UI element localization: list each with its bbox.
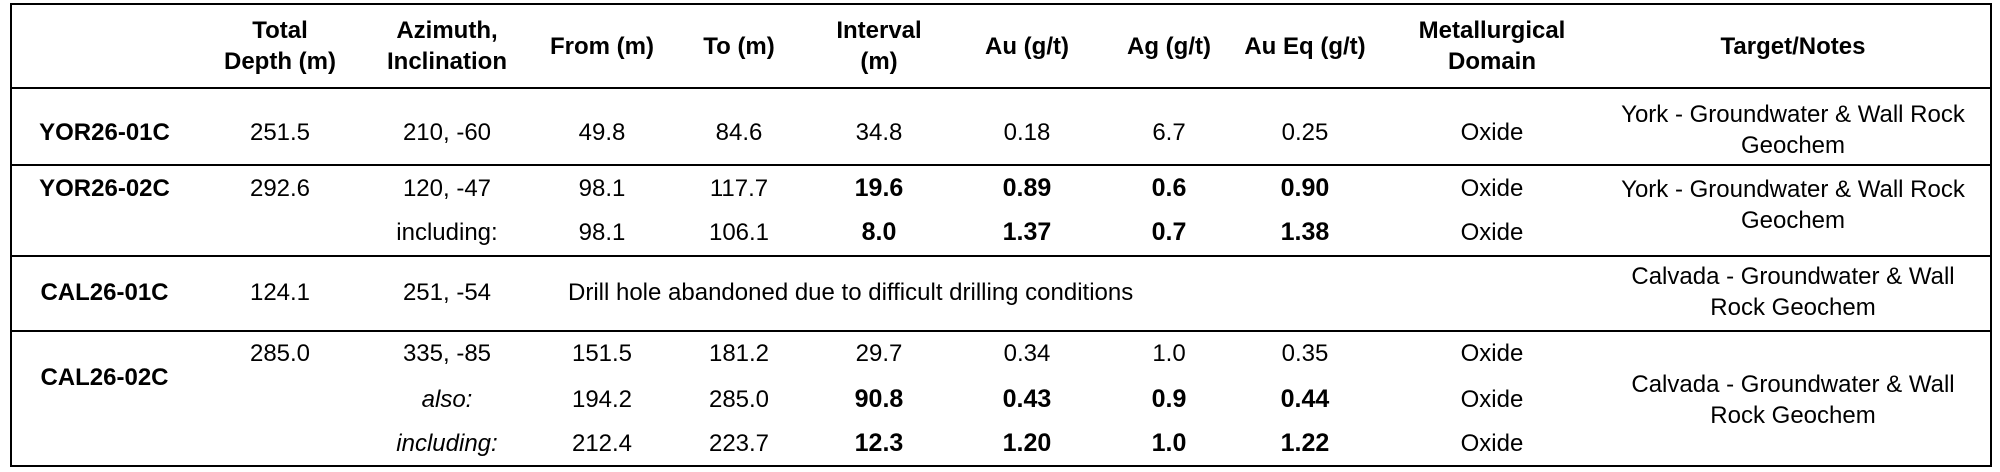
to-m: 285.0 — [708, 386, 770, 413]
au-gt: 0.89 — [1002, 174, 1052, 202]
azimuth-inclination: 120, -47 — [402, 175, 492, 202]
interval-label: including: — [396, 430, 498, 457]
to-m: 223.7 — [708, 430, 770, 457]
to-m: 117.7 — [709, 175, 769, 202]
header-domain: Metallurgical Domain — [1397, 15, 1587, 77]
au-gt: 1.37 — [1002, 218, 1052, 246]
divider — [12, 330, 1990, 332]
header-to: To (m) — [703, 33, 775, 60]
total-depth: 285.0 — [249, 340, 311, 367]
target-notes: York - Groundwater & Wall Rock Geochem — [1608, 174, 1978, 236]
interval-label: including: — [396, 219, 498, 246]
header-domain-line1: Metallurgical — [1418, 17, 1566, 44]
au-gt: 0.43 — [1002, 385, 1052, 413]
header-ag: Ag (g/t) — [1127, 33, 1211, 60]
ag-gt: 1.0 — [1151, 429, 1187, 457]
azimuth-inclination: 251, -54 — [402, 279, 492, 306]
ag-gt: 0.7 — [1151, 218, 1187, 246]
interval-m: 34.8 — [855, 119, 903, 146]
metallurgical-domain: Oxide — [1460, 219, 1524, 246]
hole-id: YOR26-01C — [39, 119, 170, 146]
interval-m: 19.6 — [854, 174, 904, 202]
interval-m: 8.0 — [861, 218, 897, 246]
metallurgical-domain: Oxide — [1460, 340, 1524, 367]
notes-line2: Geochem — [1740, 132, 1846, 159]
header-interval-line2: (m) — [860, 48, 898, 75]
drill-results-table: Total Depth (m) Azimuth, Inclination Fro… — [10, 3, 1992, 467]
header-au: Au (g/t) — [985, 33, 1069, 60]
header-total-depth-line2: Depth (m) — [224, 48, 336, 75]
hole-id: CAL26-01C — [40, 279, 169, 306]
hole-id: CAL26-02C — [40, 364, 169, 391]
total-depth: 124.1 — [249, 279, 311, 306]
notes-line1: Calvada - Groundwater & Wall — [1631, 263, 1955, 290]
notes-line2: Rock Geochem — [1710, 294, 1876, 321]
interval-m: 29.7 — [855, 340, 903, 367]
from-m: 212.4 — [571, 430, 633, 457]
ag-gt: 6.7 — [1152, 119, 1186, 146]
header-domain-line2: Domain — [1447, 48, 1536, 75]
interval-m: 12.3 — [854, 429, 904, 457]
aueq-gt: 0.90 — [1280, 174, 1330, 202]
metallurgical-domain: Oxide — [1460, 386, 1524, 413]
header-from: From (m) — [550, 33, 654, 60]
total-depth: 292.6 — [249, 175, 311, 202]
metallurgical-domain: Oxide — [1460, 430, 1524, 457]
header-azimuth: Azimuth, Inclination — [367, 15, 527, 77]
notes-line1: Calvada - Groundwater & Wall — [1631, 371, 1955, 398]
notes-line2: Geochem — [1740, 207, 1846, 234]
aueq-gt: 1.38 — [1280, 218, 1330, 246]
hole-id: YOR26-02C — [39, 175, 170, 202]
interval-label: also: — [421, 386, 473, 413]
header-aueq: Au Eq (g/t) — [1244, 33, 1366, 60]
target-notes: Calvada - Groundwater & Wall Rock Geoche… — [1608, 261, 1978, 323]
total-depth: 251.5 — [249, 119, 311, 146]
azimuth-inclination: 335, -85 — [402, 340, 492, 367]
divider — [12, 87, 1990, 89]
metallurgical-domain: Oxide — [1460, 175, 1524, 202]
to-m: 106.1 — [708, 219, 770, 246]
au-gt: 1.20 — [1002, 429, 1052, 457]
header-azimuth-line1: Azimuth, — [396, 17, 498, 44]
ag-gt: 1.0 — [1152, 340, 1186, 367]
ag-gt: 0.9 — [1151, 385, 1187, 413]
to-m: 84.6 — [715, 119, 763, 146]
header-total-depth: Total Depth (m) — [210, 15, 350, 77]
from-m: 49.8 — [578, 119, 626, 146]
divider — [12, 255, 1990, 257]
target-notes: Calvada - Groundwater & Wall Rock Geoche… — [1608, 369, 1978, 431]
to-m: 181.2 — [708, 340, 770, 367]
header-interval: Interval (m) — [824, 15, 934, 77]
ag-gt: 0.6 — [1151, 174, 1187, 202]
aueq-gt: 0.35 — [1281, 340, 1329, 367]
header-azimuth-line2: Inclination — [387, 48, 507, 75]
aueq-gt: 1.22 — [1280, 429, 1330, 457]
notes-line1: York - Groundwater & Wall Rock — [1621, 176, 1965, 203]
notes-line1: York - Groundwater & Wall Rock — [1621, 101, 1965, 128]
header-total-depth-line1: Total — [252, 17, 308, 44]
header-notes: Target/Notes — [1720, 33, 1866, 60]
aueq-gt: 0.44 — [1280, 385, 1330, 413]
au-gt: 0.18 — [1003, 119, 1051, 146]
from-m: 98.1 — [578, 175, 626, 202]
metallurgical-domain: Oxide — [1460, 119, 1524, 146]
interval-m: 90.8 — [854, 385, 904, 413]
target-notes: York - Groundwater & Wall Rock Geochem — [1608, 99, 1978, 161]
from-m: 98.1 — [578, 219, 626, 246]
from-m: 194.2 — [571, 386, 633, 413]
azimuth-inclination: 210, -60 — [402, 119, 492, 146]
from-m: 151.5 — [571, 340, 633, 367]
abandoned-message: Drill hole abandoned due to difficult dr… — [568, 279, 1134, 306]
aueq-gt: 0.25 — [1281, 119, 1329, 146]
au-gt: 0.34 — [1003, 340, 1051, 367]
divider — [12, 164, 1990, 166]
notes-line2: Rock Geochem — [1710, 402, 1876, 429]
header-interval-line1: Interval — [836, 17, 922, 44]
